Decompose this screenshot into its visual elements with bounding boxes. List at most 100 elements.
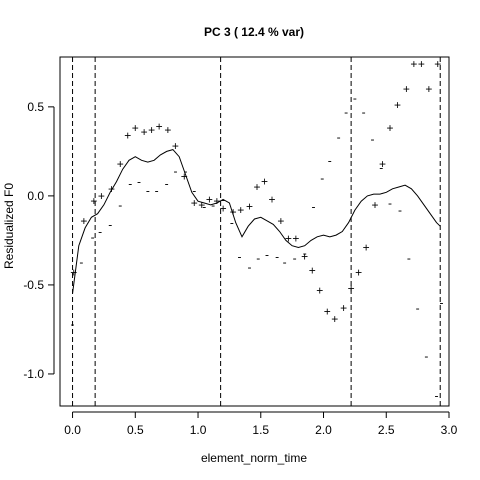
minus-point: - (71, 317, 75, 331)
minus-point: - (137, 175, 141, 189)
x-tick-label: 2.0 (315, 423, 332, 437)
plus-point: + (371, 198, 378, 212)
minus-point: - (211, 198, 215, 212)
plus-point: + (98, 189, 105, 203)
x-tick-label: 0.0 (64, 423, 81, 437)
minus-point: - (283, 255, 287, 269)
y-tick-label: -1.0 (23, 367, 44, 381)
minus-point: - (173, 164, 177, 178)
plus-point: + (213, 194, 220, 208)
plus-point: + (132, 121, 139, 135)
minus-point: - (362, 105, 366, 119)
minus-point: - (303, 246, 307, 260)
mean-curve (72, 149, 441, 294)
plus-point: + (292, 232, 299, 246)
y-tick-label: 0.5 (27, 100, 44, 114)
x-tick-label: 3.0 (441, 423, 458, 437)
plus-point: + (348, 281, 355, 295)
minus-point: - (165, 176, 169, 190)
minus-point: - (221, 192, 225, 206)
minus-point: - (311, 200, 315, 214)
minus-point: - (146, 184, 150, 198)
plus-point: + (269, 192, 276, 206)
plus-point: + (403, 82, 410, 96)
plus-point: + (418, 57, 425, 71)
plus-point: + (220, 201, 227, 215)
minus-point: - (98, 225, 102, 239)
mean-curve-line (72, 149, 441, 294)
plus-point: + (410, 57, 417, 71)
minus-point: - (192, 184, 196, 198)
minus-point: - (275, 249, 279, 263)
x-tick-label: 2.5 (378, 423, 395, 437)
x-axis: 0.0 0.5 1.0 1.5 2.0 2.5 3.0 (64, 411, 458, 437)
plus-point: + (191, 196, 198, 210)
plot-border (59, 56, 450, 407)
minus-point: - (398, 203, 402, 217)
minus-point: - (202, 200, 206, 214)
minus-point: - (79, 255, 83, 269)
minus-point: - (370, 132, 374, 146)
plus-point: + (181, 169, 188, 183)
x-tick-label: 1.0 (190, 423, 207, 437)
minus-point: - (439, 296, 443, 310)
y-axis-label: Residualized F0 (2, 183, 16, 269)
plus-point: + (331, 312, 338, 326)
minus-point: - (256, 251, 260, 265)
plus-point: + (425, 82, 432, 96)
plus-point: + (237, 203, 244, 217)
plus-point: + (70, 265, 77, 279)
minus-point: - (247, 260, 251, 274)
minus-point: - (353, 91, 357, 105)
plus-point: + (246, 200, 253, 214)
plus-point: + (394, 98, 401, 112)
plus-point: + (172, 139, 179, 153)
plus-point: + (206, 192, 213, 206)
minus-point: - (344, 105, 348, 119)
plus-point: + (355, 265, 362, 279)
plus-point: + (309, 264, 316, 278)
minus-point: - (128, 176, 132, 190)
minus-point: - (108, 217, 112, 231)
plot-frame (59, 56, 450, 407)
minus-point: - (328, 153, 332, 167)
plus-point: + (261, 175, 268, 189)
minus-point: - (237, 249, 241, 263)
segment-boundaries (72, 57, 441, 406)
plus-point: + (164, 123, 171, 137)
plus-point: + (117, 157, 124, 171)
plus-point: + (301, 249, 308, 263)
plus-point: + (230, 205, 237, 219)
plus-point: + (124, 128, 131, 142)
minus-point: - (416, 301, 420, 315)
minus-point: - (91, 230, 95, 244)
plus-point: + (434, 57, 441, 71)
minus-point: - (424, 349, 428, 363)
x-tick-label: 0.5 (127, 423, 144, 437)
minus-point: - (337, 130, 341, 144)
x-tick-label: 1.5 (252, 423, 269, 437)
plus-point: + (90, 194, 97, 208)
plus-point: + (363, 241, 370, 255)
minus-point: - (155, 184, 159, 198)
plus-point: + (148, 123, 155, 137)
plus-point: + (254, 180, 261, 194)
plus-point: + (324, 305, 331, 319)
plus-point: + (198, 198, 205, 212)
plus-point: + (285, 232, 292, 246)
minus-point: - (183, 164, 187, 178)
minus-point: - (265, 248, 269, 262)
plus-point: + (108, 182, 115, 196)
minus-point: - (293, 251, 297, 265)
plus-point: + (156, 119, 163, 133)
y-tick-label: -0.5 (23, 278, 44, 292)
minus-point: - (407, 251, 411, 265)
minus-series: --- ---- -- --- --- - ----- - - - - ---------------… (71, 91, 444, 402)
minus-point: - (320, 171, 324, 185)
minus-point: - (118, 198, 122, 212)
plus-point: + (141, 125, 148, 139)
minus-point: - (230, 216, 234, 230)
x-axis-label: element_norm_time (201, 451, 307, 465)
minus-point: - (379, 160, 383, 174)
